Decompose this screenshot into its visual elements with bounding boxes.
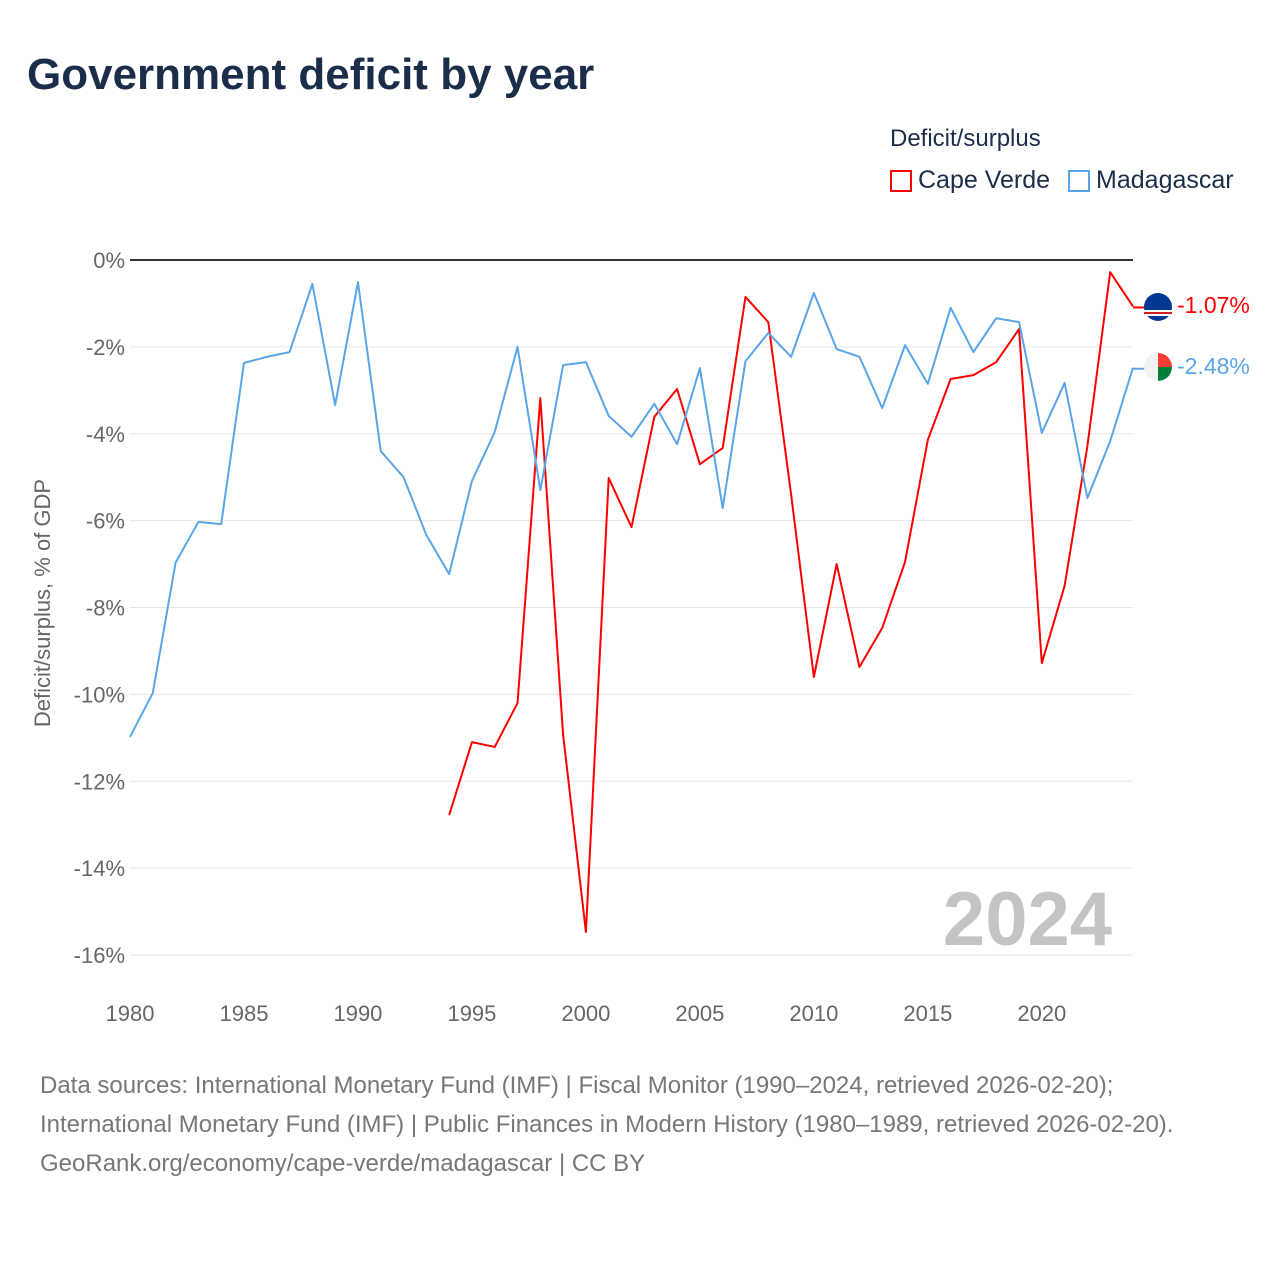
legend-swatch-cape-verde <box>890 169 912 192</box>
x-tick-label: 2010 <box>789 1001 838 1026</box>
y-tick-label: -6% <box>86 509 125 534</box>
x-tick-label: 2020 <box>1017 1001 1066 1026</box>
footer: Data sources: International Monetary Fun… <box>40 1066 1240 1183</box>
series-line-cape-verde <box>448 271 1134 933</box>
legend-item-cape-verde[interactable]: Cape Verde <box>890 166 1050 195</box>
legend-item-madagascar[interactable]: Madagascar <box>1068 166 1234 195</box>
x-tick-label: 1995 <box>447 1001 496 1026</box>
y-axis-label: Deficit/surplus, % of GDP <box>30 479 55 727</box>
legend: Cape Verde Madagascar <box>890 166 1234 195</box>
y-tick-label: -16% <box>74 943 125 968</box>
y-tick-label: -4% <box>86 422 125 447</box>
flag-part <box>1158 353 1172 367</box>
data-sources: Data sources: International Monetary Fun… <box>40 1072 1174 1138</box>
x-tick-label: 2005 <box>675 1001 724 1026</box>
madagascar-flag-icon <box>1144 353 1158 381</box>
credit-link[interactable]: GeoRank.org/economy/cape-verde/madagasca… <box>40 1150 646 1177</box>
line-chart: 2024 0% -2% -4% -6% -8% -10% -12% -14% -16% 1980 19… <box>30 248 1250 1026</box>
legend-label: Cape Verde <box>918 166 1051 194</box>
y-tick-label: -12% <box>74 769 125 794</box>
flag-stripe <box>1144 312 1172 314</box>
series-line-madagascar <box>129 281 1134 738</box>
y-tick-label: -10% <box>74 682 125 707</box>
chart-title: Government deficit by year <box>27 50 595 99</box>
y-tick-label: -2% <box>86 335 125 360</box>
y-tick-label: -14% <box>74 856 125 881</box>
cape-verde-flag-icon <box>1144 293 1172 321</box>
legend-label: Madagascar <box>1096 166 1234 194</box>
end-label-cape-verde: -1.07% <box>1177 292 1250 318</box>
end-label-madagascar: -2.48% <box>1177 353 1250 379</box>
x-tick-label: 1980 <box>106 1001 155 1026</box>
x-tick-label: 1985 <box>220 1001 269 1026</box>
legend-title: Deficit/surplus <box>890 125 1041 152</box>
x-tick-label: 2000 <box>561 1001 610 1026</box>
year-watermark: 2024 <box>943 877 1112 962</box>
flag-part <box>1158 367 1172 381</box>
y-tick-label: -8% <box>86 596 125 621</box>
y-tick-label: 0% <box>93 248 125 273</box>
x-tick-label: 2015 <box>903 1001 952 1026</box>
legend-swatch-madagascar <box>1068 169 1091 192</box>
x-tick-label: 1990 <box>333 1001 382 1026</box>
